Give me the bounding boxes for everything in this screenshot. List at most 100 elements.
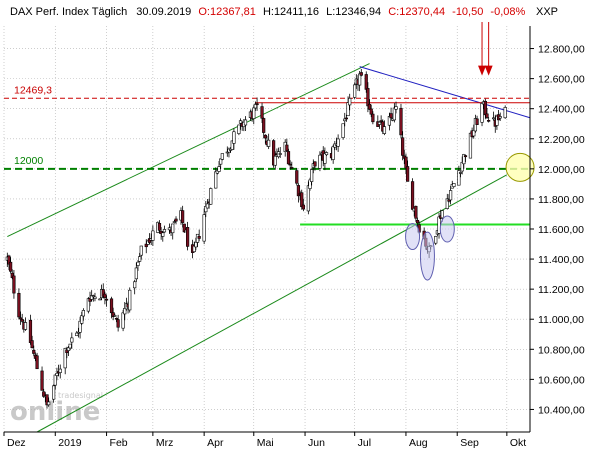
candle-body [300,192,304,208]
candle-body [144,243,148,248]
candle-body [20,319,24,322]
candle-body [468,132,473,159]
candle-body [47,401,51,406]
candle-body [220,153,224,160]
candle-body [440,210,444,219]
candle-body [204,206,208,213]
candle-body [405,166,410,182]
candle-body [136,261,140,266]
candle-body [202,214,206,242]
x-tick-label: Mrz [156,437,174,449]
candle-body [306,185,310,212]
y-tick-label: 11.400,00 [538,254,584,266]
candle-body [93,296,97,299]
candle-body [252,107,256,119]
candle-body [243,119,248,126]
candle-body [472,130,476,137]
y-tick-label: 10.600,00 [538,374,585,386]
header-high: H:12411,16 [263,6,319,18]
candle-body [181,210,185,223]
candle-body [138,256,142,262]
candle-body [336,138,340,147]
candle-body [288,163,292,166]
candle-body [487,120,491,122]
candle-body [172,221,176,223]
candle-body [78,320,82,333]
candle-body [452,183,456,187]
x-tick-label: Okt [510,437,526,449]
candle-body [503,107,507,119]
candle-body [104,298,109,301]
candle-body [32,349,36,354]
candle-body [449,190,453,201]
candle-body [475,118,479,125]
candle-body [123,308,127,315]
candle-body [377,121,382,125]
candle-body [278,153,282,155]
resistance-trendline [359,66,531,119]
candle-body [121,312,125,329]
candle-body [40,370,44,391]
candle-body [260,106,264,119]
candle-body [55,372,59,376]
x-tick-label: Feb [110,437,128,449]
candle-body [310,169,314,182]
candle-body [70,337,74,343]
candle-body [139,245,143,256]
candle-body [80,315,84,324]
candle-body [341,123,345,138]
y-tick-label: 11.200,00 [538,284,584,296]
candle-body [116,319,120,328]
level-label-1: 12000 [14,155,43,167]
candle-body [410,181,415,210]
candle-body [445,198,449,209]
candle-body [371,113,375,123]
x-tick-label: Jul [358,437,371,449]
y-tick-label: 11.800,00 [538,194,584,206]
candle-body [399,107,403,136]
x-tick-label: Aug [409,437,428,449]
candle-body [498,116,502,119]
candle-body [463,155,468,158]
candle-body [68,343,72,349]
candle-body [434,236,438,244]
candle-body [285,144,289,151]
instrument-name: DAX Perf. Index Täglich [10,6,127,18]
marker-arrowhead-0 [478,65,487,76]
candle-body [331,146,335,160]
axis-layer: 10.400,00 10.600,00 10.800,00 11.000,00 11.2… [3,26,585,449]
candle-body [286,151,291,165]
y-tick-label: 12.000,00 [538,164,585,176]
y-tick-label: 11.000,00 [538,314,584,326]
candle-body [485,113,489,118]
candle-body [114,317,119,320]
candle-body [91,295,95,297]
candle-body [353,84,357,98]
header-low: L:12346,94 [326,6,381,18]
x-tick-label: 2019 [58,437,82,449]
candle-body [194,241,198,248]
candle-body [290,167,294,169]
candle-body [182,223,186,233]
candle-body [301,204,305,210]
candle-body [483,100,487,116]
candle-body [273,155,277,166]
candle-body [174,218,178,222]
candle-body [263,134,267,139]
candle-body [480,103,484,123]
candle-body [323,153,327,164]
candle-body [17,292,21,318]
candle-body [237,124,241,134]
candle-body [296,185,301,197]
candle-body [394,106,398,110]
candle-body [52,385,56,400]
candle-body [219,158,223,165]
candle-body [35,355,39,370]
y-tick-label: 11.600,00 [538,224,584,236]
candle-body [389,113,393,119]
candle-body [457,170,461,186]
y-tick-label: 10.800,00 [538,344,585,356]
candle-body [392,107,396,121]
annotation-layer [405,22,535,281]
candle-body [133,281,137,289]
